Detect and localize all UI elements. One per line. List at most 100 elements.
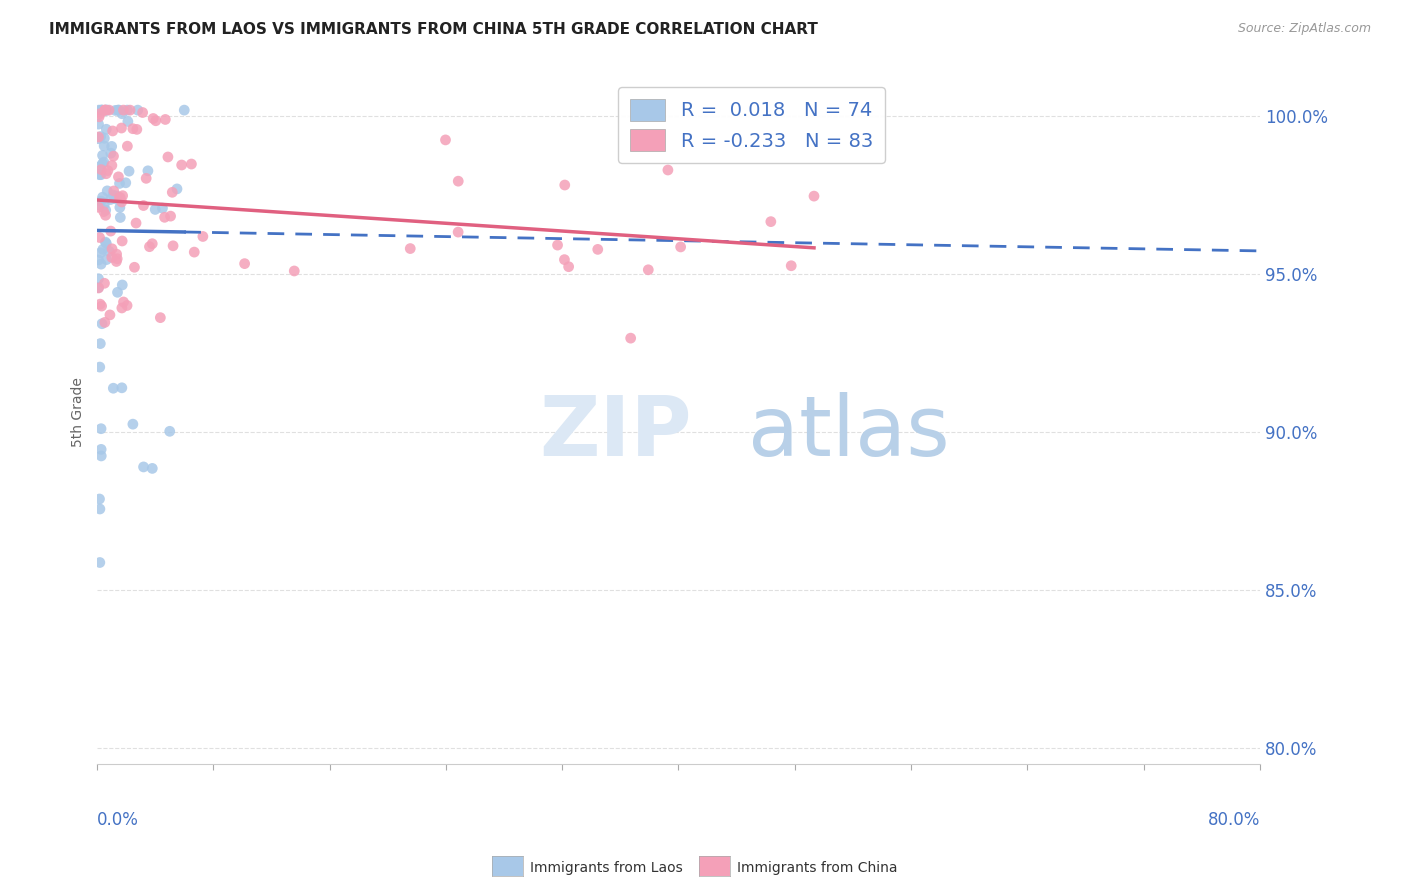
Point bbox=[91, 317, 114, 331]
Point bbox=[101, 158, 124, 172]
Point bbox=[100, 139, 122, 153]
Text: Source: ZipAtlas.com: Source: ZipAtlas.com bbox=[1237, 22, 1371, 36]
Text: ZIP: ZIP bbox=[538, 392, 692, 474]
Text: 80.0%: 80.0% bbox=[1208, 811, 1260, 829]
Point bbox=[191, 229, 214, 244]
Point bbox=[90, 194, 112, 209]
Point bbox=[89, 502, 111, 516]
Point bbox=[94, 103, 117, 117]
Point bbox=[90, 245, 112, 260]
Point bbox=[91, 243, 114, 257]
Point bbox=[120, 103, 142, 117]
Point bbox=[101, 251, 124, 265]
Point bbox=[657, 163, 679, 178]
Point bbox=[107, 169, 129, 184]
Point bbox=[90, 257, 112, 271]
Point bbox=[90, 449, 112, 463]
Point bbox=[162, 239, 184, 253]
Point bbox=[112, 295, 135, 310]
Point bbox=[669, 240, 692, 254]
Point bbox=[122, 121, 145, 136]
Point bbox=[107, 285, 129, 300]
Point bbox=[136, 164, 159, 178]
Point bbox=[283, 264, 305, 278]
Point bbox=[759, 214, 782, 228]
Point bbox=[166, 182, 188, 196]
Point bbox=[118, 164, 141, 178]
Point bbox=[90, 129, 112, 144]
Point bbox=[108, 177, 131, 191]
Point bbox=[141, 461, 163, 475]
Point bbox=[162, 186, 184, 200]
Point bbox=[447, 174, 470, 188]
Point bbox=[89, 107, 111, 121]
Point bbox=[124, 260, 146, 275]
Point bbox=[101, 242, 124, 256]
Point bbox=[153, 211, 176, 225]
Point bbox=[145, 113, 167, 128]
Point bbox=[143, 202, 166, 217]
Point bbox=[156, 150, 179, 164]
Point bbox=[101, 124, 124, 138]
Point bbox=[98, 244, 121, 259]
Point bbox=[125, 216, 148, 230]
Point bbox=[96, 103, 118, 117]
Point bbox=[93, 204, 115, 219]
Point bbox=[110, 211, 132, 225]
Point bbox=[170, 158, 193, 172]
Point bbox=[100, 224, 122, 238]
Point bbox=[105, 192, 128, 206]
Point bbox=[122, 417, 145, 432]
Point bbox=[87, 110, 110, 124]
Point bbox=[132, 198, 155, 212]
Point bbox=[90, 299, 112, 313]
Point bbox=[547, 238, 569, 252]
Text: Immigrants from Laos: Immigrants from Laos bbox=[530, 861, 683, 875]
Point bbox=[105, 254, 128, 268]
Point bbox=[111, 381, 134, 395]
Text: 0.0%: 0.0% bbox=[97, 811, 139, 829]
Point bbox=[90, 162, 112, 177]
Point bbox=[93, 131, 115, 145]
Point bbox=[94, 235, 117, 249]
Point bbox=[91, 190, 114, 204]
Point bbox=[447, 225, 470, 239]
Point bbox=[89, 336, 111, 351]
Point bbox=[87, 130, 110, 145]
Point bbox=[89, 168, 111, 182]
Point bbox=[803, 189, 825, 203]
Point bbox=[89, 160, 111, 174]
Point bbox=[620, 331, 643, 345]
Point bbox=[117, 114, 139, 128]
Point bbox=[107, 103, 129, 117]
Point bbox=[108, 201, 131, 215]
Point bbox=[110, 121, 132, 136]
Point bbox=[96, 103, 118, 117]
Point bbox=[87, 200, 110, 214]
Legend: R =  0.018   N = 74, R = -0.233   N = 83: R = 0.018 N = 74, R = -0.233 N = 83 bbox=[619, 87, 884, 163]
Point bbox=[132, 459, 155, 474]
Point bbox=[91, 103, 114, 117]
Point bbox=[87, 103, 110, 117]
Point bbox=[105, 252, 128, 266]
Point bbox=[94, 203, 117, 218]
Point bbox=[91, 156, 114, 170]
Point bbox=[159, 209, 181, 223]
Point bbox=[173, 103, 195, 117]
Point bbox=[557, 260, 579, 274]
Point bbox=[89, 556, 111, 570]
Point bbox=[94, 315, 117, 329]
Point bbox=[105, 189, 128, 203]
Point bbox=[141, 236, 163, 251]
Point bbox=[637, 262, 659, 277]
Point bbox=[111, 188, 134, 202]
Point bbox=[100, 193, 122, 207]
Text: Immigrants from China: Immigrants from China bbox=[737, 861, 897, 875]
Point bbox=[586, 243, 609, 257]
Point bbox=[111, 277, 134, 292]
Point bbox=[96, 184, 118, 198]
Point bbox=[87, 117, 110, 131]
Point bbox=[87, 198, 110, 212]
Point bbox=[183, 245, 205, 260]
Point bbox=[554, 178, 576, 192]
